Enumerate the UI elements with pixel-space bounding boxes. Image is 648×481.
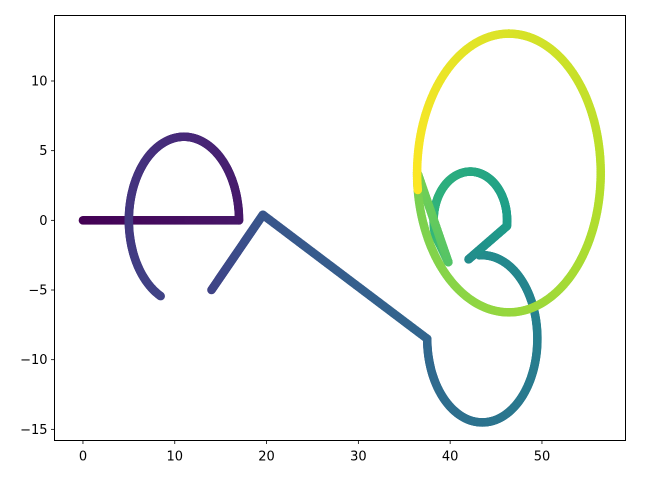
y-tick-label: −5 xyxy=(28,284,47,299)
x-tick-label: 20 xyxy=(258,450,275,465)
y-axis: −15 −10 −5 0 5 10 xyxy=(20,74,55,438)
x-tick-label: 50 xyxy=(534,450,551,465)
y-tick-label: −10 xyxy=(20,353,47,368)
y-tick-label: 10 xyxy=(31,74,48,89)
x-tick-label: 0 xyxy=(79,450,87,465)
x-tick-label: 10 xyxy=(166,450,183,465)
data-points xyxy=(78,29,606,427)
data-point xyxy=(156,291,165,301)
x-tick-label: 40 xyxy=(442,450,459,465)
y-tick-label: −15 xyxy=(20,423,47,438)
y-tick-label: 5 xyxy=(39,144,47,159)
y-tick-label: 0 xyxy=(39,214,47,229)
x-tick-label: 30 xyxy=(350,450,367,465)
plot-frame xyxy=(54,15,626,441)
data-point xyxy=(413,185,423,195)
x-axis: 0 10 20 30 40 50 xyxy=(79,440,551,465)
